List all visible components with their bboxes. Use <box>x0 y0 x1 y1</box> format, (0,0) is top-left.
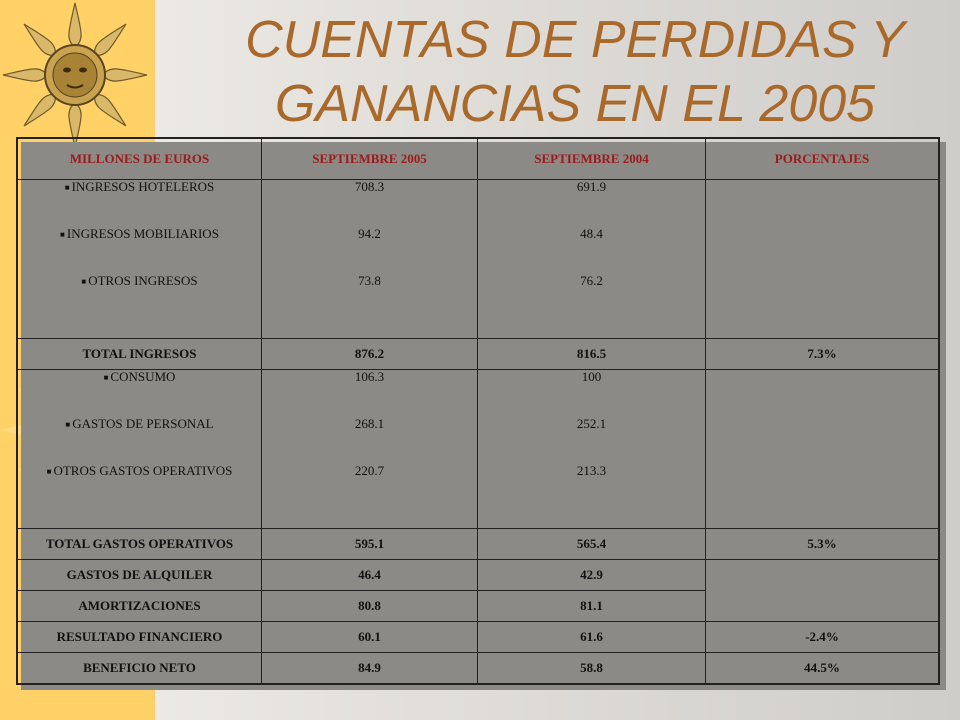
beneficio-2004: 58.8 <box>477 652 706 685</box>
list-item: ■ GASTOS DE PERSONAL <box>65 416 214 431</box>
gastos-pct-empty <box>705 369 940 529</box>
cell-value: 691.9 <box>576 179 607 194</box>
bullet-icon: ■ <box>103 373 109 383</box>
total-gastos-label: TOTAL GASTOS OPERATIVOS <box>16 528 262 560</box>
financiero-2004: 61.6 <box>477 621 706 653</box>
ingresos-pct-empty <box>705 179 940 339</box>
total-gastos-2004: 565.4 <box>477 528 706 560</box>
cell-value: 94.2 <box>358 226 381 241</box>
cell-value: 252.1 <box>576 416 607 431</box>
table-row: TOTAL INGRESOS 876.2 816.5 7.3% <box>16 338 940 370</box>
table-row: GASTOS DE ALQUILER 46.4 42.9 <box>16 559 940 622</box>
beneficio-2005: 84.9 <box>261 652 478 685</box>
alquiler-2004: 42.9 <box>477 559 706 591</box>
gastos-sep2005: 106.3 268.1 220.7 <box>261 369 478 529</box>
slide-title: CUENTAS DE PERDIDAS Y GANANCIAS EN EL 20… <box>245 11 905 133</box>
list-item: ■ OTROS GASTOS OPERATIVOS <box>46 463 233 478</box>
bullet-icon: ■ <box>64 183 70 193</box>
income-statement-table: MILLONES DE EUROS SEPTIEMBRE 2005 SEPTIE… <box>16 137 940 685</box>
financiero-pct: -2.4% <box>705 621 940 653</box>
cell-value: 213.3 <box>576 463 607 478</box>
list-item: ■ CONSUMO <box>103 369 176 384</box>
table-row: TOTAL GASTOS OPERATIVOS 595.1 565.4 5.3% <box>16 528 940 560</box>
beneficio-label: BENEFICIO NETO <box>16 652 262 685</box>
total-ingresos-2004: 816.5 <box>477 338 706 370</box>
cell-value: 76.2 <box>580 273 603 288</box>
amortizaciones-2004: 81.1 <box>477 590 706 622</box>
header-sep-2005: SEPTIEMBRE 2005 <box>261 137 478 180</box>
list-item: ■ INGRESOS HOTELEROS <box>64 179 215 194</box>
bullet-icon: ■ <box>60 230 65 240</box>
cell-value: 48.4 <box>580 226 603 241</box>
gastos-sep2004: 100 252.1 213.3 <box>477 369 706 529</box>
financiero-2005: 60.1 <box>261 621 478 653</box>
header-porcentajes: PORCENTAJES <box>705 137 940 180</box>
cell-value: 100 <box>581 369 602 384</box>
financiero-label: RESULTADO FINANCIERO <box>16 621 262 653</box>
cell-value: 220.7 <box>354 463 385 478</box>
alquiler-2005: 46.4 <box>261 559 478 591</box>
ingresos-sep2005: 708.3 94.2 73.8 <box>261 179 478 339</box>
list-item: ■ INGRESOS MOBILIARIOS <box>60 226 219 241</box>
ingresos-labels: ■ INGRESOS HOTELEROS ■ INGRESOS MOBILIARIO… <box>16 179 262 339</box>
gastos-labels: ■ CONSUMO ■ GASTOS DE PERSONAL ■ OTROS GAST… <box>16 369 262 529</box>
ingresos-sep2004: 691.9 48.4 76.2 <box>477 179 706 339</box>
alquiler-label: GASTOS DE ALQUILER <box>16 559 262 591</box>
header-sep-2004: SEPTIEMBRE 2004 <box>477 137 706 180</box>
amortizaciones-2005: 80.8 <box>261 590 478 622</box>
bullet-icon: ■ <box>81 277 87 287</box>
total-gastos-2005: 595.1 <box>261 528 478 560</box>
table-row: BENEFICIO NETO 84.9 58.8 44.5% <box>16 652 940 685</box>
table-row: RESULTADO FINANCIERO 60.1 61.6 -2.4% <box>16 621 940 653</box>
total-ingresos-pct: 7.3% <box>705 338 940 370</box>
total-ingresos-label: TOTAL INGRESOS <box>16 338 262 370</box>
cell-value: 708.3 <box>354 179 385 194</box>
total-gastos-pct: 5.3% <box>705 528 940 560</box>
cell-value: 73.8 <box>358 273 381 288</box>
amortizaciones-label: AMORTIZACIONES <box>16 590 262 622</box>
ingresos-group-row: ■ INGRESOS HOTELEROS ■ INGRESOS MOBILIARIO… <box>16 179 940 339</box>
sun-icon-top <box>2 2 148 148</box>
alquiler-pct-empty <box>705 559 940 622</box>
bullet-icon: ■ <box>65 420 71 430</box>
header-millones: MILLONES DE EUROS <box>16 137 262 180</box>
list-item: ■ OTROS INGRESOS <box>81 273 198 288</box>
cell-value: 268.1 <box>354 416 385 431</box>
total-ingresos-2005: 876.2 <box>261 338 478 370</box>
bullet-icon: ■ <box>46 467 52 477</box>
gastos-group-row: ■ CONSUMO ■ GASTOS DE PERSONAL ■ OTROS GAST… <box>16 369 940 529</box>
beneficio-pct: 44.5% <box>705 652 940 685</box>
table-header-row: MILLONES DE EUROS SEPTIEMBRE 2005 SEPTIE… <box>16 137 940 180</box>
cell-value: 106.3 <box>354 369 385 384</box>
